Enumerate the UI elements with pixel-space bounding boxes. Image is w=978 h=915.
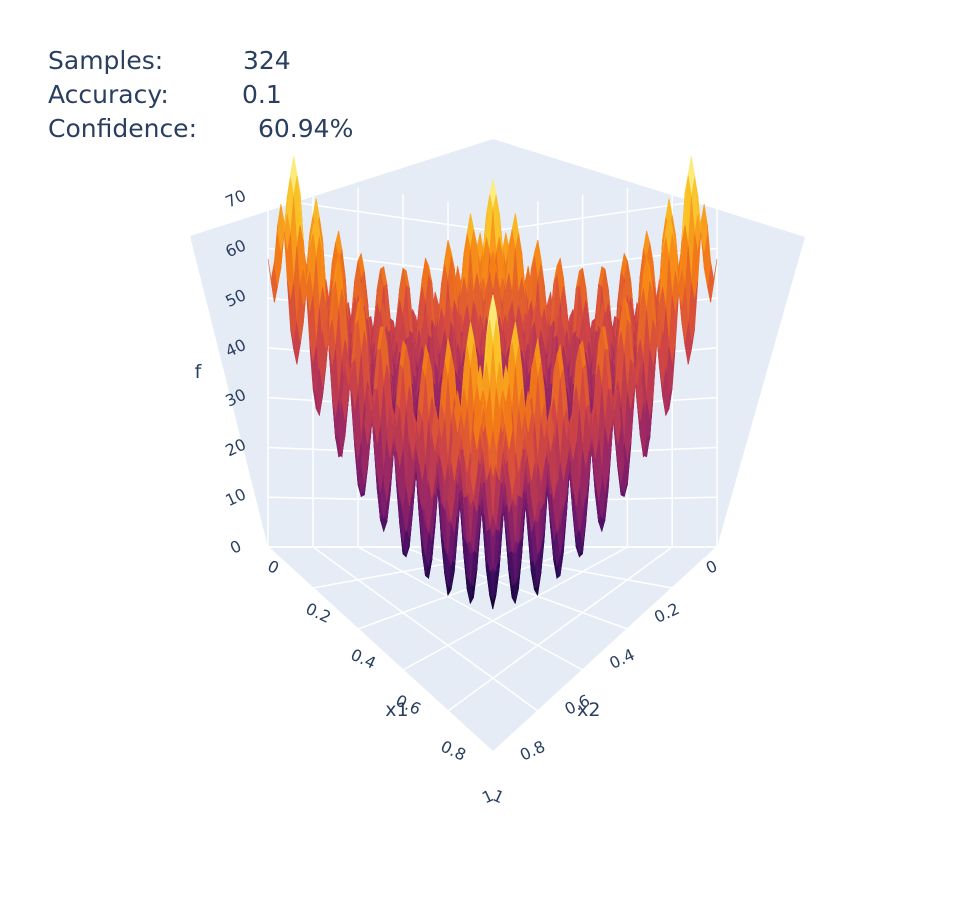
floor-plane <box>268 547 717 752</box>
floor-gridline <box>447 546 673 712</box>
surface-mesh <box>267 156 718 610</box>
wall-gridline <box>492 247 718 277</box>
x2-tick-label: 0.8 <box>517 737 548 765</box>
x1-tick-label: 0.8 <box>438 737 469 765</box>
x1-tick-label: 0.4 <box>348 645 379 673</box>
x1-axis-title: x1 <box>385 699 408 721</box>
wall-gridline <box>492 197 718 232</box>
floor-gridline <box>312 546 539 712</box>
x2-tick-label: 0 <box>703 556 720 578</box>
surface-patch <box>489 437 497 477</box>
f-tick-label: 0 <box>227 536 244 558</box>
f-tick-label: 70 <box>222 186 248 212</box>
stat-value: 60.94% <box>258 114 354 143</box>
floor-gridline <box>267 546 494 753</box>
x2-tick-label: 0.4 <box>606 645 637 673</box>
floor-gridline <box>357 546 583 671</box>
x1-tick-label: 0 <box>265 556 282 578</box>
wall-gridline <box>267 247 494 277</box>
x2-axis-title: x2 <box>577 699 600 721</box>
stat-label: Samples: <box>48 46 164 75</box>
f-axis-title: f <box>195 361 203 383</box>
stat-label: Confidence: <box>48 114 197 143</box>
f-tick-label: 10 <box>222 484 248 510</box>
floor-gridline <box>492 546 718 753</box>
wall-gridline <box>267 197 494 232</box>
stat-label: Accuracy: <box>48 80 169 109</box>
stat-value: 0.1 <box>242 80 282 109</box>
stat-value: 324 <box>243 46 291 75</box>
floor-gridline <box>402 546 628 671</box>
